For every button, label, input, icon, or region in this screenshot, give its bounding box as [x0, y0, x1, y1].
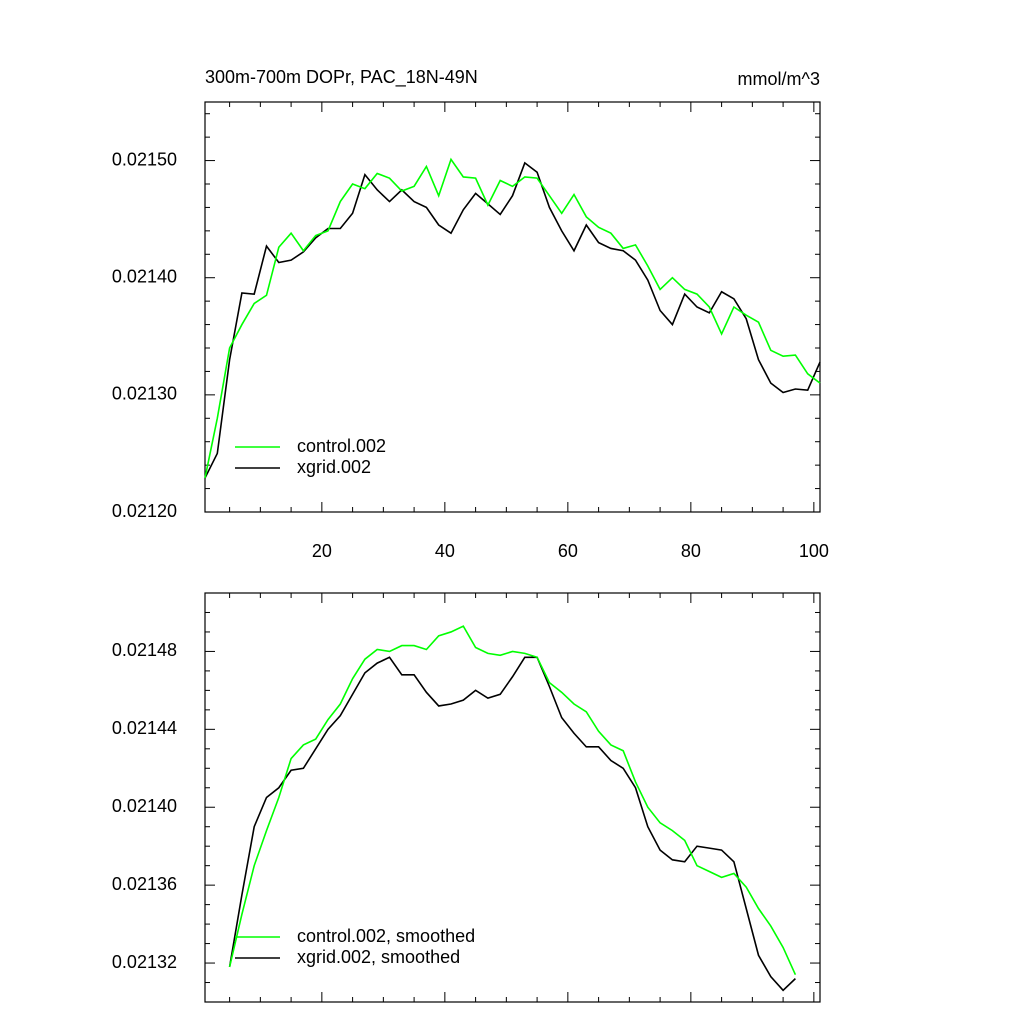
x-tick-label: 40 [435, 541, 455, 561]
data-line [228, 625, 797, 976]
x-tick-label: 20 [312, 541, 332, 561]
x-tick-label: 60 [558, 541, 578, 561]
y-tick-label: 0.02140 [112, 266, 177, 286]
data-line [204, 157, 821, 479]
legend-label: xgrid.002, smoothed [297, 947, 460, 967]
legend-label: control.002, smoothed [297, 926, 475, 946]
y-tick-label: 0.02120 [112, 501, 177, 521]
y-tick-label: 0.02144 [112, 718, 177, 738]
data-line [228, 656, 796, 992]
y-tick-label: 0.02150 [112, 149, 177, 169]
legend-label: control.002 [297, 436, 386, 456]
units-label: mmol/m^3 [738, 69, 820, 89]
y-tick-label: 0.02130 [112, 384, 177, 404]
x-tick-label: 80 [681, 541, 701, 561]
y-tick-label: 0.02148 [112, 640, 177, 660]
y-tick-label: 0.02132 [112, 952, 177, 972]
plot-frame [204, 592, 821, 1003]
legend-label: xgrid.002 [297, 457, 371, 477]
x-tick-label: 100 [799, 541, 829, 561]
plot-frame [204, 101, 821, 513]
y-tick-label: 0.02140 [112, 796, 177, 816]
chart-title: 300m-700m DOPr, PAC_18N-49N [205, 67, 478, 88]
y-tick-label: 0.02136 [112, 874, 177, 894]
data-line [204, 161, 821, 479]
